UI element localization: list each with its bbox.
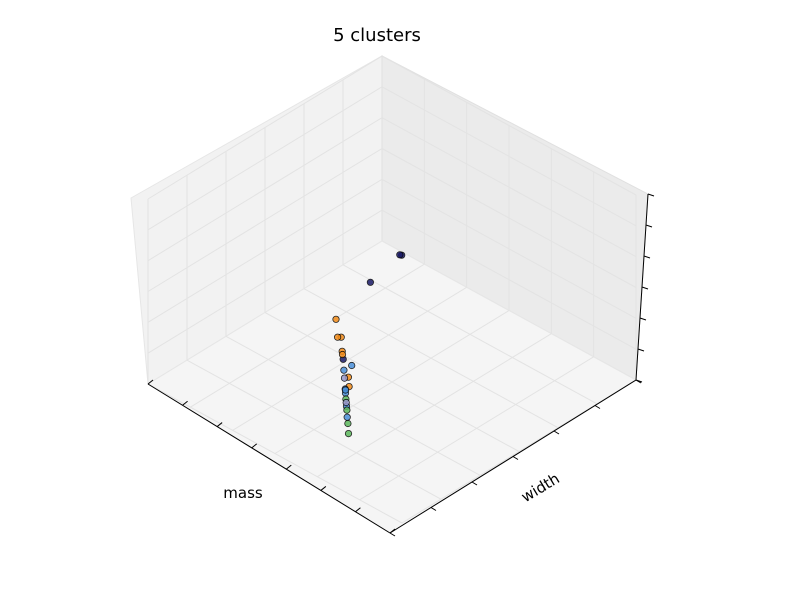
floor-grid-line [359, 356, 594, 501]
x-tick [320, 486, 327, 491]
data-point [344, 429, 353, 438]
data-point [343, 406, 351, 414]
x-axis-label: mass [223, 484, 263, 502]
z-tick [637, 348, 645, 352]
grid-lines [147, 55, 637, 524]
floor-grid-line [147, 383, 403, 524]
x-tick [355, 507, 361, 513]
axis-ticks [147, 193, 655, 537]
y-tick [553, 430, 560, 435]
x-tick [216, 422, 223, 427]
data-point [342, 398, 350, 407]
x-axis-line [147, 383, 391, 534]
z-tick [639, 317, 647, 321]
x-tick [251, 443, 258, 449]
data-point [333, 333, 342, 341]
wall-grid-line [147, 55, 383, 200]
data-point [338, 350, 347, 359]
y-tick [389, 532, 396, 537]
data-point [340, 374, 349, 382]
wall-grid-line [381, 86, 637, 227]
x-tick [182, 400, 188, 406]
y-tick [430, 507, 437, 511]
z-tick [645, 224, 653, 228]
z-tick [647, 193, 655, 197]
data-point [348, 361, 356, 370]
z-tick [643, 255, 651, 259]
data-point [332, 315, 340, 323]
data-point [340, 366, 348, 374]
y-tick [512, 456, 519, 460]
x-tick [389, 528, 396, 534]
y-tick [471, 481, 478, 486]
data-point [396, 251, 404, 259]
wall-grid-line [381, 55, 637, 196]
chart-title: 5 clusters [333, 25, 421, 46]
data-point [344, 419, 352, 428]
data-points [332, 251, 406, 438]
z-tick [641, 286, 649, 290]
y-axis-label: width [518, 469, 563, 506]
data-point [366, 278, 374, 286]
x-tick [285, 464, 292, 470]
wall-grid-line [147, 86, 383, 231]
z-tick [635, 379, 643, 383]
x-tick [147, 379, 154, 385]
data-point [343, 413, 351, 421]
data-point [341, 386, 350, 394]
y-tick [594, 405, 601, 409]
